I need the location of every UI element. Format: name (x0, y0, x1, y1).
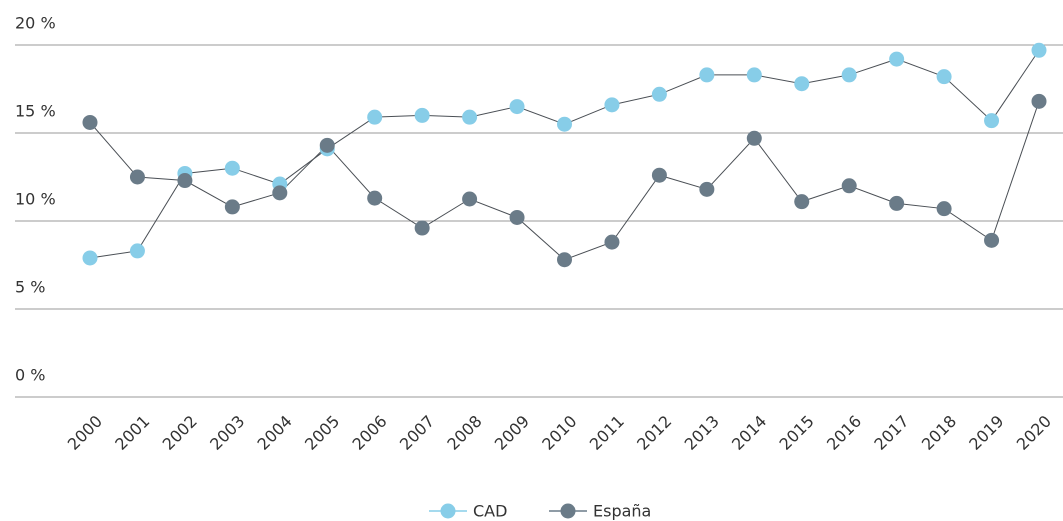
data-point (651, 167, 667, 183)
data-point (889, 195, 905, 211)
x-tick-label: 2016 (823, 412, 865, 454)
data-point (794, 194, 810, 210)
x-tick-label: 2000 (64, 412, 106, 454)
data-point (319, 137, 335, 153)
y-tick-label: 5 % (15, 278, 45, 297)
data-point (841, 67, 857, 83)
x-tick-label: 2002 (159, 412, 201, 454)
data-point (936, 201, 952, 217)
data-point (1031, 42, 1047, 58)
data-point (82, 250, 98, 266)
legend-item: CAD (429, 502, 507, 521)
data-point (699, 181, 715, 197)
data-point (604, 234, 620, 250)
data-point (984, 113, 1000, 129)
data-point (746, 130, 762, 146)
data-point (414, 220, 430, 236)
data-point (1031, 93, 1047, 109)
legend-label: España (593, 502, 651, 521)
x-tick-label: 2017 (870, 412, 912, 454)
x-tick-label: 2005 (301, 412, 343, 454)
legend-item: España (549, 502, 651, 521)
x-tick-label: 2019 (965, 412, 1007, 454)
data-point (557, 252, 572, 268)
data-point (699, 67, 715, 83)
data-point (509, 209, 525, 225)
data-point (557, 116, 572, 132)
data-point (367, 190, 383, 206)
x-tick-label: 2015 (776, 412, 818, 454)
x-tick-label: 2012 (633, 412, 675, 454)
data-point (129, 169, 145, 185)
data-point (177, 173, 193, 189)
data-point (604, 97, 620, 113)
x-tick-label: 2011 (586, 412, 628, 454)
data-point (651, 86, 667, 102)
data-point (414, 107, 430, 123)
y-tick-label: 10 % (15, 190, 56, 209)
data-point (841, 178, 857, 194)
x-tick-label: 2018 (918, 412, 960, 454)
data-point (367, 109, 383, 125)
data-point (794, 76, 810, 92)
data-point (509, 99, 525, 115)
legend-label: CAD (473, 502, 507, 521)
data-point (746, 67, 762, 83)
data-point (224, 199, 240, 215)
data-point (889, 51, 905, 67)
x-tick-label: 2008 (443, 412, 485, 454)
y-tick-label: 20 % (15, 14, 56, 33)
series-line (89, 50, 1040, 259)
x-tick-label: 2020 (1013, 412, 1055, 454)
x-tick-label: 2014 (728, 412, 770, 454)
data-point (224, 160, 240, 176)
x-tick-label: 2001 (111, 412, 153, 454)
y-tick-label: 15 % (15, 102, 56, 121)
x-tick-label: 2006 (348, 412, 390, 454)
x-tick-label: 2013 (681, 412, 723, 454)
x-tick-label: 2010 (538, 412, 580, 454)
data-point (129, 243, 145, 259)
legend-marker (440, 503, 456, 519)
x-tick-label: 2004 (254, 412, 296, 454)
data-point (462, 109, 478, 125)
legend-marker (560, 503, 576, 519)
x-tick-label: 2003 (206, 412, 248, 454)
x-tick-label: 2009 (491, 412, 533, 454)
data-point (984, 232, 1000, 248)
data-point (936, 69, 952, 85)
data-point (272, 185, 288, 201)
data-point (82, 114, 98, 130)
y-tick-label: 0 % (15, 366, 45, 385)
x-tick-label: 2007 (396, 412, 438, 454)
data-point (462, 191, 478, 207)
